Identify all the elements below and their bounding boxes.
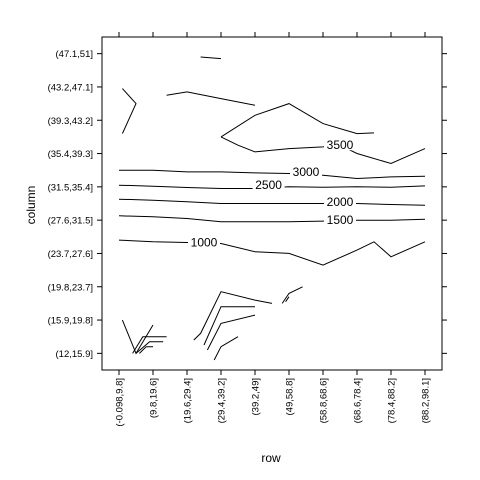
contour-line-2000	[118, 198, 426, 206]
contour-label-2500: 2500	[255, 178, 282, 192]
contour-line-1500	[118, 215, 426, 223]
x-axis-ticks: (-0.098,9.8] (9.8,19.6] (19.6,29.4] (29.4,3…	[115, 32, 432, 427]
x-axis-title: row	[261, 451, 281, 465]
x-tick-label: (39.2,49]	[251, 378, 262, 416]
y-tick-label: (19.8,23.7]	[48, 282, 93, 293]
y-tick-label: (43.2,47.1]	[48, 82, 93, 93]
contour-label-bg	[324, 194, 356, 207]
contour-label-3000: 3000	[293, 165, 320, 179]
y-axis-ticks: (12,15.9] (15.9,19.8] (19.8,23.7] (23.7,27.…	[48, 49, 447, 360]
contour-label-bg	[324, 138, 356, 151]
contour-line-3000	[119, 169, 426, 180]
contour-line	[200, 56, 222, 60]
contour-line	[206, 314, 256, 351]
contour-line	[139, 346, 153, 354]
y-tick-label: (47.1,51]	[56, 49, 94, 60]
contour-label-bg	[324, 213, 356, 226]
contour-label-3500: 3500	[327, 138, 354, 152]
contour-label-bg	[252, 178, 285, 191]
x-tick-label: (78.4,88.2]	[387, 378, 398, 423]
y-tick-label: (15.9,19.8]	[48, 316, 93, 327]
contour-line	[135, 341, 164, 354]
y-tick-label: (27.6,31.5]	[48, 216, 93, 227]
contour-line	[281, 286, 303, 304]
contour-line	[121, 88, 137, 134]
contour-line	[220, 103, 375, 138]
x-tick-label: (88.2,98.1]	[421, 378, 432, 423]
y-tick-label: (23.7,27.6]	[48, 249, 93, 260]
y-tick-label: (12,15.9]	[56, 349, 94, 360]
contour-line	[203, 306, 255, 346]
plot-frame	[101, 36, 443, 371]
contour-line-3500	[220, 136, 426, 165]
contour-line	[285, 296, 290, 302]
x-tick-label: (19.6,29.4]	[183, 378, 194, 423]
contour-line	[166, 91, 256, 106]
contour-line	[132, 336, 167, 354]
x-tick-label: (58.8,68.6]	[319, 378, 330, 423]
contour-label-bg	[290, 164, 322, 177]
contour-line	[213, 336, 239, 361]
contour-label-bg	[188, 235, 220, 248]
contour-lines: 1000 1500 2000 2500 3000 3500	[118, 56, 426, 361]
contour-label-1000: 1000	[191, 235, 218, 249]
x-tick-label: (9.8,19.6]	[149, 378, 160, 418]
x-tick-label: (29.4,39.2]	[217, 378, 228, 423]
x-tick-label: (-0.098,9.8]	[115, 378, 126, 427]
y-tick-label: (31.5,35.4]	[48, 182, 93, 193]
contour-label-1500: 1500	[327, 213, 354, 227]
y-axis-title: column	[24, 186, 38, 225]
y-tick-label: (39.3,43.2]	[48, 116, 93, 127]
y-tick-label: (35.4,39.3]	[48, 149, 93, 160]
x-tick-label: (68.6,78.4]	[353, 378, 364, 423]
contour-label-2000: 2000	[327, 195, 354, 209]
contour-line-1000	[118, 239, 426, 266]
x-tick-label: (49,58.8]	[285, 378, 296, 416]
contour-line	[193, 291, 273, 341]
